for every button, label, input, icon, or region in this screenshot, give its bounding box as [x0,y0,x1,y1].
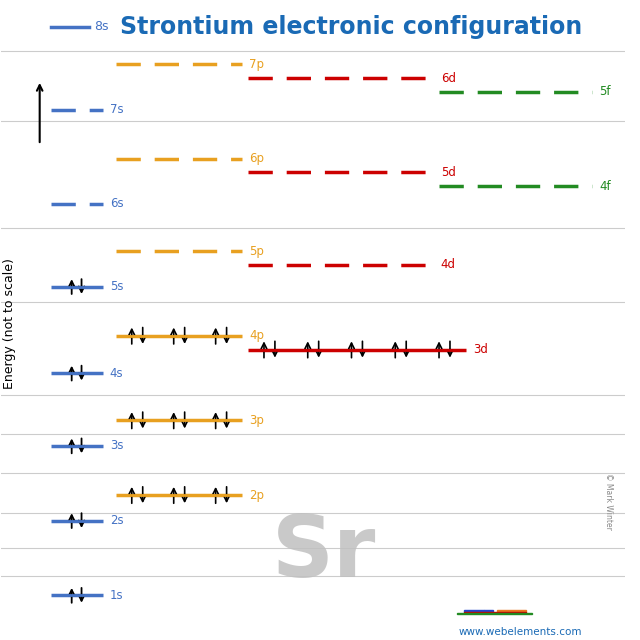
Text: 6d: 6d [441,72,456,84]
Text: 3d: 3d [474,343,488,356]
Text: © Mark Winter: © Mark Winter [604,472,613,529]
Text: 2s: 2s [109,514,124,527]
Bar [458,613,532,614]
Text: Strontium electronic configuration: Strontium electronic configuration [120,15,582,39]
Text: 2p: 2p [249,488,264,502]
Text: 4d: 4d [441,259,456,271]
Text: Sr: Sr [272,513,376,595]
Text: 3s: 3s [109,440,124,452]
Text: 5d: 5d [441,166,456,179]
Text: 7s: 7s [109,103,124,116]
Text: www.webelements.com: www.webelements.com [458,627,582,637]
Bar [484,610,493,612]
Text: 6s: 6s [109,198,124,211]
Text: 5p: 5p [249,244,264,258]
Text: Energy (not to scale): Energy (not to scale) [3,259,16,389]
Text: 7p: 7p [249,58,264,71]
Text: 5s: 5s [109,280,124,293]
Text: 4s: 4s [109,367,124,380]
Bar [463,610,484,612]
Bar [497,610,526,612]
Text: 4p: 4p [249,329,264,342]
Text: 3p: 3p [249,414,264,427]
Text: 5f: 5f [599,85,611,99]
Text: 4f: 4f [599,180,611,193]
Text: 1s: 1s [109,589,124,602]
Text: 6p: 6p [249,152,264,165]
Text: 8s: 8s [94,20,109,33]
Bar [463,612,526,613]
